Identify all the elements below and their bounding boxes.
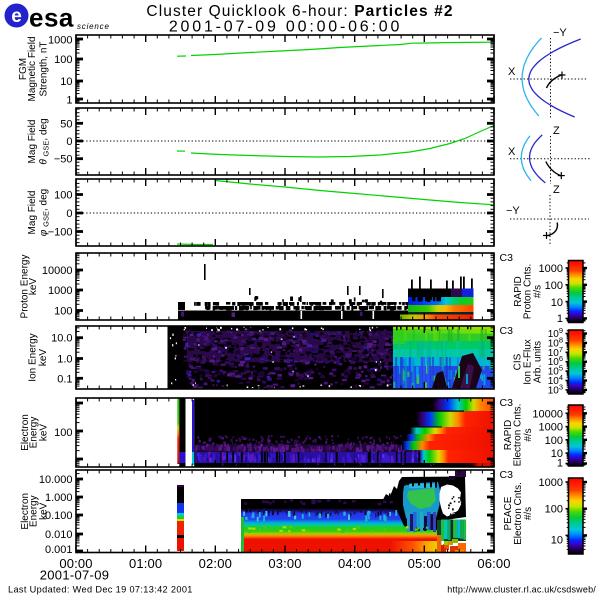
- svg-text:10000: 10000: [42, 265, 73, 277]
- svg-text:φ GSE, deg: φ GSE, deg: [39, 189, 51, 236]
- svg-text:Cluster Quicklook 6-hour: Part: Cluster Quicklook 6-hour: Particles #2: [146, 3, 453, 20]
- svg-text:keV: keV: [39, 424, 50, 442]
- svg-text:0: 0: [66, 136, 72, 148]
- svg-text:C3: C3: [500, 469, 514, 481]
- svg-text:1000: 1000: [539, 477, 563, 489]
- svg-text:01:00: 01:00: [129, 556, 162, 571]
- svg-text:C3: C3: [500, 252, 514, 264]
- svg-text:06:00: 06:00: [477, 556, 510, 571]
- svg-text:02:00: 02:00: [199, 556, 232, 571]
- svg-text:Strength, nT: Strength, nT: [39, 41, 50, 96]
- svg-text:100: 100: [54, 190, 72, 202]
- svg-text:1000: 1000: [539, 263, 563, 275]
- svg-text:2001-07-09: 2001-07-09: [40, 568, 110, 583]
- svg-text:Z: Z: [553, 184, 560, 196]
- svg-text:Z: Z: [553, 125, 560, 137]
- svg-text:keV: keV: [38, 349, 49, 367]
- svg-text:100: 100: [54, 427, 72, 439]
- svg-text:Energy: Energy: [29, 417, 40, 449]
- svg-text:C3: C3: [500, 325, 514, 337]
- svg-text:Mag Field: Mag Field: [27, 120, 38, 164]
- svg-text:1.000: 1.000: [45, 492, 73, 504]
- svg-text:−50: −50: [54, 154, 73, 166]
- svg-text:Ion E-Flux: Ion E-Flux: [523, 339, 534, 385]
- svg-text:X: X: [508, 146, 516, 158]
- svg-text:science: science: [77, 22, 110, 31]
- svg-text:−100: −100: [48, 227, 73, 239]
- svg-text:10: 10: [551, 535, 563, 547]
- svg-text:0.001: 0.001: [45, 544, 73, 556]
- svg-text:Electron Cnts.: Electron Cnts.: [513, 482, 524, 545]
- svg-text:1: 1: [66, 94, 72, 106]
- svg-text:05:00: 05:00: [408, 556, 441, 571]
- svg-text:http://www.cluster.rl.ac.uk/cs: http://www.cluster.rl.ac.uk/csdsweb/: [447, 585, 596, 595]
- svg-text:−Y: −Y: [553, 27, 567, 39]
- svg-text:Magnetic Field: Magnetic Field: [27, 36, 38, 101]
- svg-text:10: 10: [60, 76, 72, 88]
- svg-text:1: 1: [557, 313, 563, 325]
- svg-text:2001-07-09 00:00-06:00: 2001-07-09 00:00-06:00: [169, 19, 402, 36]
- svg-text:04:00: 04:00: [338, 556, 371, 571]
- svg-text:keV: keV: [39, 502, 50, 520]
- svg-text:e: e: [11, 6, 22, 27]
- svg-text:10: 10: [551, 297, 563, 309]
- svg-text:100: 100: [545, 504, 563, 516]
- svg-text:00:00: 00:00: [59, 556, 92, 571]
- svg-text:1: 1: [557, 458, 563, 470]
- svg-text:Proton Cnts.: Proton Cnts.: [523, 264, 534, 320]
- svg-text:Mag Field: Mag Field: [27, 191, 38, 235]
- svg-text:CIS: CIS: [513, 353, 524, 370]
- svg-text:−Y: −Y: [506, 205, 520, 217]
- svg-text:100: 100: [545, 280, 563, 292]
- svg-text:Electron Cnts.: Electron Cnts.: [513, 404, 524, 467]
- svg-text:Proton Energy: Proton Energy: [20, 255, 31, 319]
- svg-text:0.010: 0.010: [45, 529, 73, 541]
- svg-text:Ion Energy: Ion Energy: [28, 333, 39, 381]
- svg-text:esa: esa: [29, 3, 74, 33]
- svg-text:03:00: 03:00: [268, 556, 301, 571]
- svg-text:10000: 10000: [532, 408, 563, 420]
- svg-text:Arb. units: Arb. units: [533, 341, 544, 383]
- svg-text:1000: 1000: [48, 35, 72, 47]
- svg-text:FGM: FGM: [18, 58, 29, 80]
- svg-text:100: 100: [54, 54, 72, 66]
- svg-text:0.100: 0.100: [45, 510, 73, 522]
- svg-text:#/s: #/s: [533, 285, 544, 298]
- svg-text:Last Updated: Wed Dec 19 07:1: Last Updated: Wed Dec 19 07:13:42 2001: [8, 585, 193, 595]
- svg-text:1000: 1000: [48, 285, 72, 297]
- svg-text:100: 100: [54, 306, 72, 318]
- svg-text:Energy: Energy: [29, 495, 40, 527]
- svg-text:50: 50: [60, 118, 72, 130]
- svg-text:C3: C3: [500, 397, 514, 409]
- svg-text:PEACE: PEACE: [503, 496, 514, 530]
- svg-text:#/s: #/s: [523, 507, 534, 520]
- svg-text:1000: 1000: [539, 422, 563, 434]
- svg-text:RAPID: RAPID: [503, 420, 514, 451]
- svg-text:RAPID: RAPID: [513, 276, 524, 307]
- svg-text:θ GSE, deg: θ GSE, deg: [39, 118, 51, 164]
- svg-text:X: X: [508, 66, 516, 78]
- svg-text:10: 10: [551, 448, 563, 460]
- svg-text:1.0: 1.0: [57, 354, 72, 366]
- svg-text:10.000: 10.000: [39, 474, 73, 486]
- svg-text:Electron: Electron: [20, 493, 31, 530]
- svg-text:Electron: Electron: [20, 414, 31, 451]
- svg-text:keV: keV: [28, 278, 39, 296]
- svg-text:0.1: 0.1: [57, 373, 72, 385]
- svg-text:#/s: #/s: [523, 428, 534, 441]
- svg-text:10.0: 10.0: [51, 333, 72, 345]
- svg-text:100: 100: [545, 435, 563, 447]
- svg-text:0: 0: [66, 208, 72, 220]
